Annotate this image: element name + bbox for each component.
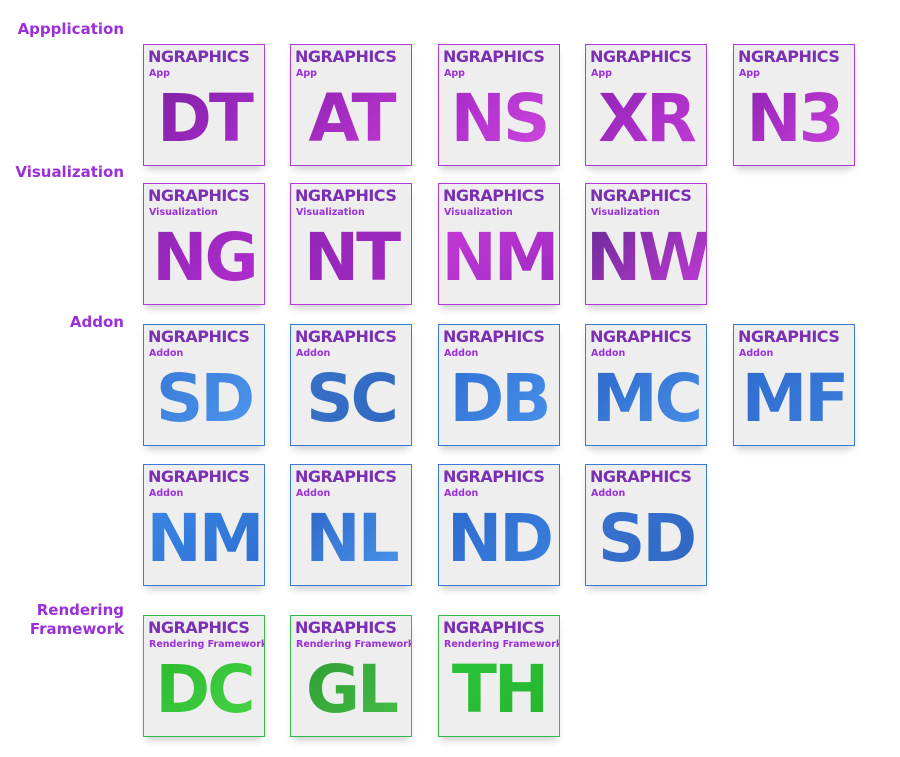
- tile-code: NS: [439, 79, 559, 159]
- tile-category: Visualization: [591, 207, 660, 218]
- tile-category: Visualization: [296, 207, 365, 218]
- tile-category: Addon: [591, 488, 626, 499]
- tile-brand: NGRAPHICS: [295, 467, 397, 486]
- tile-category: App: [444, 68, 465, 79]
- tile-category: Addon: [591, 348, 626, 359]
- tile-category: Rendering Framework: [444, 639, 560, 650]
- section-label: Appplication: [17, 20, 124, 38]
- tile-code: NM: [144, 499, 264, 579]
- tile-category: App: [296, 68, 317, 79]
- tile-code: N3: [734, 79, 854, 159]
- tile-category: Addon: [296, 488, 331, 499]
- tile-brand: NGRAPHICS: [148, 327, 250, 346]
- tile-code: MF: [734, 359, 854, 439]
- tile-category: Addon: [739, 348, 774, 359]
- tile-category: App: [149, 68, 170, 79]
- tile-category: Addon: [444, 348, 479, 359]
- product-tile-th[interactable]: NGRAPHICS Rendering Framework TH: [438, 615, 560, 737]
- tile-category: App: [591, 68, 612, 79]
- product-tile-nl[interactable]: NGRAPHICS Addon NL: [290, 464, 412, 586]
- tile-brand: NGRAPHICS: [738, 47, 840, 66]
- product-tile-nw[interactable]: NGRAPHICS Visualization NW: [585, 183, 707, 305]
- tile-brand: NGRAPHICS: [295, 186, 397, 205]
- tile-category: Rendering Framework: [296, 639, 412, 650]
- tile-category: Visualization: [444, 207, 513, 218]
- tile-code: NG: [144, 218, 264, 298]
- product-tile-gl[interactable]: NGRAPHICS Rendering Framework GL: [290, 615, 412, 737]
- tile-brand: NGRAPHICS: [295, 47, 397, 66]
- section-label: Addon: [69, 313, 124, 331]
- tile-category: Visualization: [149, 207, 218, 218]
- tile-brand: NGRAPHICS: [295, 327, 397, 346]
- tile-brand: NGRAPHICS: [443, 618, 545, 637]
- tile-category: App: [739, 68, 760, 79]
- tile-brand: NGRAPHICS: [590, 186, 692, 205]
- product-tile-nm[interactable]: NGRAPHICS Visualization NM: [438, 183, 560, 305]
- product-tile-n3[interactable]: NGRAPHICS App N3: [733, 44, 855, 166]
- product-tile-nd[interactable]: NGRAPHICS Addon ND: [438, 464, 560, 586]
- product-tile-ns[interactable]: NGRAPHICS App NS: [438, 44, 560, 166]
- product-tile-xr[interactable]: NGRAPHICS App XR: [585, 44, 707, 166]
- tile-brand: NGRAPHICS: [590, 47, 692, 66]
- tile-code: XR: [586, 79, 706, 159]
- tile-code: NT: [291, 218, 411, 298]
- tile-code: DB: [439, 359, 559, 439]
- tile-code: GL: [291, 650, 411, 730]
- tile-code: DC: [144, 650, 264, 730]
- tile-brand: NGRAPHICS: [148, 467, 250, 486]
- tile-brand: NGRAPHICS: [738, 327, 840, 346]
- tile-code: ND: [439, 499, 559, 579]
- product-tile-at[interactable]: NGRAPHICS App AT: [290, 44, 412, 166]
- tile-code: NW: [586, 219, 707, 296]
- product-tile-ng[interactable]: NGRAPHICS Visualization NG: [143, 183, 265, 305]
- tile-brand: NGRAPHICS: [148, 618, 250, 637]
- tile-code: MC: [586, 359, 706, 439]
- section-label: Visualization: [15, 163, 124, 181]
- product-tile-nt[interactable]: NGRAPHICS Visualization NT: [290, 183, 412, 305]
- tile-category: Addon: [149, 348, 184, 359]
- tile-code: TH: [439, 650, 559, 730]
- tile-brand: NGRAPHICS: [443, 327, 545, 346]
- tile-brand: NGRAPHICS: [443, 467, 545, 486]
- product-tile-mf[interactable]: NGRAPHICS Addon MF: [733, 324, 855, 446]
- product-tile-sc[interactable]: NGRAPHICS Addon SC: [290, 324, 412, 446]
- tile-code: SD: [586, 499, 706, 579]
- product-tile-db[interactable]: NGRAPHICS Addon DB: [438, 324, 560, 446]
- section-label: Rendering Framework: [29, 601, 124, 638]
- tile-brand: NGRAPHICS: [443, 186, 545, 205]
- product-tile-sd[interactable]: NGRAPHICS Addon SD: [143, 324, 265, 446]
- tile-brand: NGRAPHICS: [148, 47, 250, 66]
- product-tile-nm[interactable]: NGRAPHICS Addon NM: [143, 464, 265, 586]
- tile-category: Rendering Framework: [149, 639, 265, 650]
- tile-code: AT: [291, 79, 411, 159]
- tile-brand: NGRAPHICS: [590, 467, 692, 486]
- tile-code: NM: [439, 218, 559, 298]
- tile-code: SC: [291, 359, 411, 439]
- product-tile-dt[interactable]: NGRAPHICS App DT: [143, 44, 265, 166]
- product-tile-sd[interactable]: NGRAPHICS Addon SD: [585, 464, 707, 586]
- tile-brand: NGRAPHICS: [590, 327, 692, 346]
- tile-brand: NGRAPHICS: [443, 47, 545, 66]
- product-tile-mc[interactable]: NGRAPHICS Addon MC: [585, 324, 707, 446]
- product-tile-dc[interactable]: NGRAPHICS Rendering Framework DC: [143, 615, 265, 737]
- tile-brand: NGRAPHICS: [148, 186, 250, 205]
- tile-category: Addon: [296, 348, 331, 359]
- tile-code: DT: [144, 79, 264, 159]
- tile-code: SD: [144, 359, 264, 439]
- tile-category: Addon: [149, 488, 184, 499]
- tile-code: NL: [291, 499, 411, 579]
- tile-category: Addon: [444, 488, 479, 499]
- tile-brand: NGRAPHICS: [295, 618, 397, 637]
